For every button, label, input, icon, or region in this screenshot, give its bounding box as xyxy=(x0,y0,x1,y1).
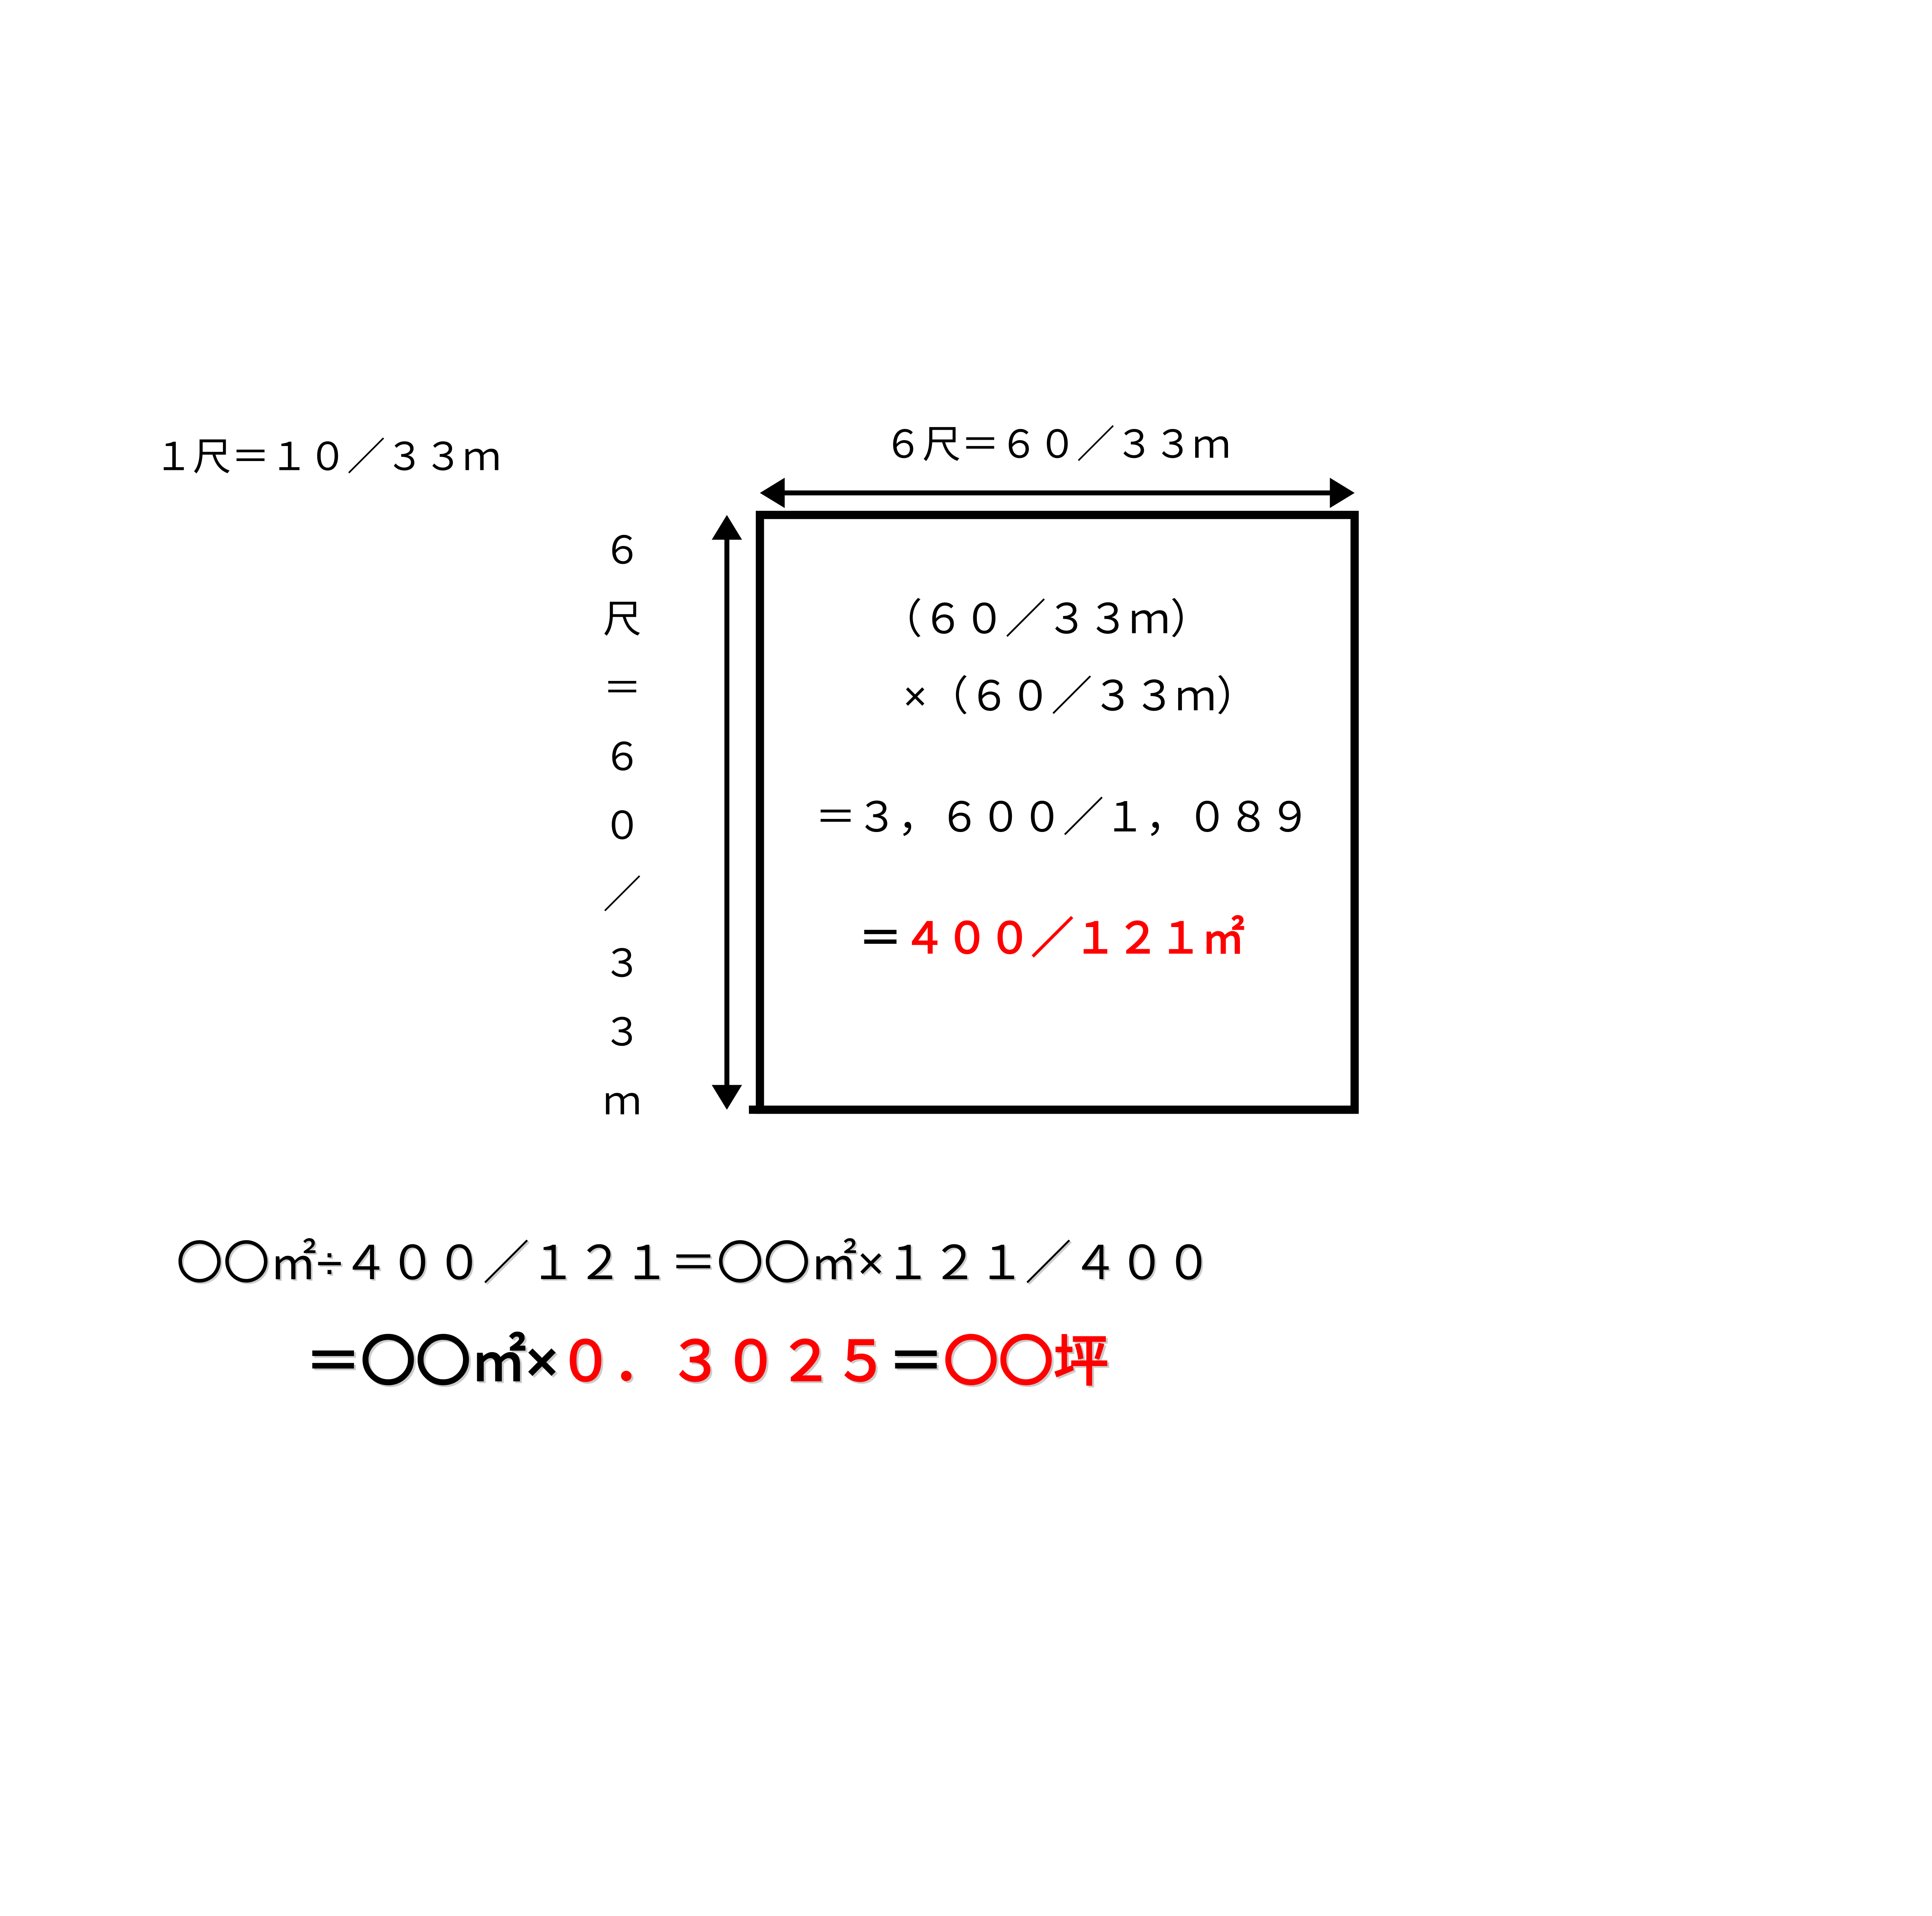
formula-line1: 〇〇㎡÷４００／１２１＝〇〇㎡×１２１／４００ xyxy=(176,1237,1212,1289)
calc-line: ＝ xyxy=(859,915,901,962)
calc-line: ４００／１２１㎡ xyxy=(903,915,1245,962)
calc-line: ×（６０／３３ｍ） xyxy=(903,673,1257,719)
dim-arrow-top-head-left xyxy=(760,478,785,508)
dim-label-left-char: ０ xyxy=(603,805,641,847)
formula-line2-part: ＝ xyxy=(888,1331,944,1392)
dim-label-left-char: ｍ xyxy=(603,1080,641,1123)
dim-arrow-left-head-top xyxy=(712,515,742,539)
dim-label-left-char: ６ xyxy=(603,736,641,779)
dim-label-top: ６尺＝６０／３３ｍ xyxy=(884,423,1231,466)
dim-arrow-top-head-right xyxy=(1330,478,1355,508)
dim-arrow-left-head-bottom xyxy=(712,1085,742,1109)
dim-label-left-char: ３ xyxy=(603,1011,641,1054)
dim-label-left-char: ３ xyxy=(603,942,641,985)
dim-label-left-char: ／ xyxy=(603,873,641,916)
formula-line2-part: ０．３０２５ xyxy=(558,1331,888,1392)
dim-label-left-char: ６ xyxy=(603,529,641,572)
dim-label-left-char: ＝ xyxy=(603,667,641,710)
dim-label-left-char: 尺 xyxy=(603,598,641,641)
formula-line2-part: ＝〇〇㎡× xyxy=(306,1331,558,1392)
formula-line2: ＝〇〇㎡×０．３０２５＝〇〇坪 xyxy=(306,1331,1109,1392)
shaku-definition-text: １尺＝１０／３３ｍ xyxy=(154,436,501,478)
formula-line2-part: 〇〇坪 xyxy=(944,1331,1109,1392)
calc-line: （６０／３３ｍ） xyxy=(881,596,1211,642)
calc-line: ＝３，６００／１，０８９ xyxy=(815,794,1310,841)
